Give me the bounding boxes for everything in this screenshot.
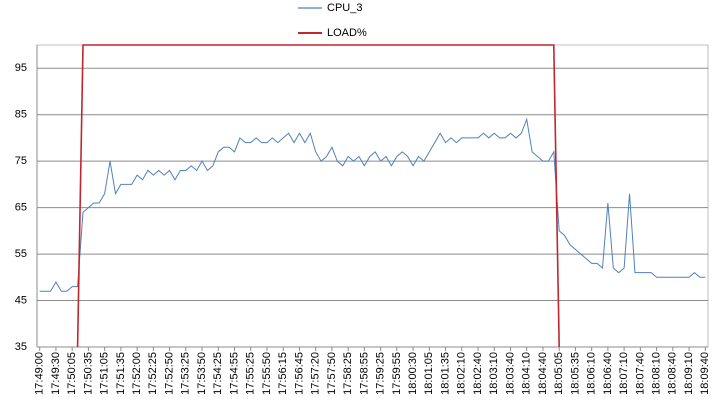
x-tick-label: 18:08:40 xyxy=(667,352,679,395)
series-line xyxy=(76,44,560,348)
x-tick-label: 18:00:30 xyxy=(407,352,419,395)
x-tick-label: 18:05:05 xyxy=(553,352,565,395)
y-tick-label: 85 xyxy=(15,109,27,121)
x-tick-label: 17:57:20 xyxy=(310,352,322,395)
x-tick-label: 18:05:35 xyxy=(569,352,581,395)
x-tick-label: 17:53:50 xyxy=(196,352,208,395)
x-tick-label: 17:57:50 xyxy=(326,352,338,395)
x-tick-label: 18:01:05 xyxy=(423,352,435,395)
x-tick-label: 18:07:40 xyxy=(634,352,646,395)
x-tick-label: 18:01:35 xyxy=(439,352,451,395)
x-tick-label: 18:06:10 xyxy=(586,352,598,395)
x-tick-label: 18:06:40 xyxy=(602,352,614,395)
x-tick-label: 18:04:40 xyxy=(537,352,549,395)
x-tick-label: 17:59:55 xyxy=(391,352,403,395)
y-tick-label: 55 xyxy=(15,248,27,260)
x-tick-label: 17:51:05 xyxy=(99,352,111,395)
x-tick-label: 17:50:05 xyxy=(66,352,78,395)
x-tick-label: 17:56:15 xyxy=(277,352,289,395)
x-tick-label: 17:52:00 xyxy=(131,352,143,395)
x-tick-label: 18:09:40 xyxy=(699,352,711,395)
legend-label: CPU_3 xyxy=(327,2,362,14)
x-tick-label: 17:49:30 xyxy=(50,352,62,395)
plot-frame xyxy=(36,44,709,348)
series-line xyxy=(39,117,706,292)
y-tick-label: 45 xyxy=(15,294,27,306)
x-tick-label: 18:02:10 xyxy=(456,352,468,395)
y-tick-label: 75 xyxy=(15,155,27,167)
x-tick-label: 18:02:40 xyxy=(472,352,484,395)
x-tick-label: 17:54:55 xyxy=(228,352,240,395)
x-tick-label: 17:55:25 xyxy=(245,352,257,395)
x-tick-label: 17:52:25 xyxy=(147,352,159,395)
y-tick-label: 95 xyxy=(15,62,27,74)
x-tick-label: 17:53:25 xyxy=(180,352,192,395)
x-tick-label: 17:54:25 xyxy=(212,352,224,395)
y-tick-label: 65 xyxy=(15,202,27,214)
y-tick-label: 35 xyxy=(15,341,27,353)
x-tick-label: 18:09:10 xyxy=(683,352,695,395)
x-tick-label: 18:03:10 xyxy=(488,352,500,395)
x-tick-label: 17:59:25 xyxy=(375,352,387,395)
x-tick-label: 17:50:35 xyxy=(82,352,94,395)
x-tick-label: 18:07:10 xyxy=(618,352,630,395)
legend-label: LOAD% xyxy=(327,27,367,39)
x-tick-label: 17:55:50 xyxy=(261,352,273,395)
x-tick-label: 18:03:40 xyxy=(504,352,516,395)
x-tick-label: 17:51:35 xyxy=(115,352,127,395)
x-tick-label: 18:08:10 xyxy=(650,352,662,395)
x-tick-label: 17:52:50 xyxy=(163,352,175,395)
x-tick-label: 17:58:55 xyxy=(358,352,370,395)
x-tick-label: 17:56:45 xyxy=(293,352,305,395)
x-tick-label: 17:58:25 xyxy=(342,352,354,395)
x-tick-label: 18:04:10 xyxy=(521,352,533,395)
x-tick-label: 17:49:00 xyxy=(34,352,46,395)
